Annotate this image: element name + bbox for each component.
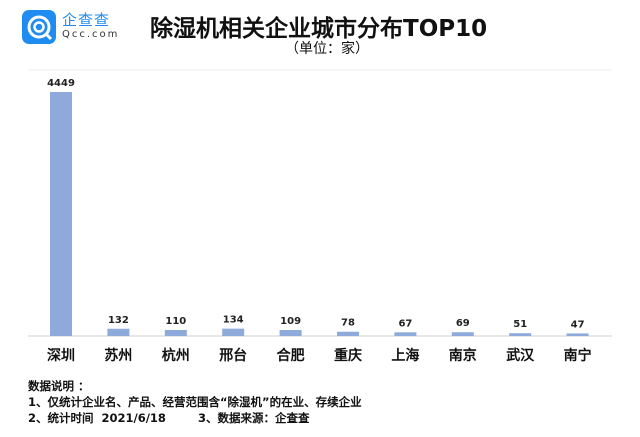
- notes-line-2: 2、统计时间 2021/6/18 3、数据来源：企查查: [28, 411, 310, 425]
- x-tick-label: 深圳: [47, 347, 75, 364]
- data-label: 109: [280, 316, 301, 327]
- bar-南宁: [566, 333, 589, 336]
- bar-南京: [451, 332, 474, 336]
- x-tick-label: 重庆: [334, 347, 362, 364]
- notes-heading: 数据说明 ：: [28, 379, 90, 393]
- x-tick-label: 上海: [391, 347, 419, 364]
- data-label: 51: [513, 319, 527, 330]
- qcc-logo-icon: [22, 10, 56, 44]
- chart-title: 除湿机相关企业城市分布TOP10: [150, 16, 488, 42]
- chart-subtitle: （单位：家）: [285, 41, 369, 57]
- x-tick-label: 邢台: [218, 347, 247, 364]
- data-label: 67: [398, 318, 412, 329]
- notes-line-1: 1、仅统计企业名、产品、经营范围含“除湿机”的在业、存续企业: [28, 395, 362, 409]
- bar-武汉: [509, 333, 532, 336]
- bar-深圳: [50, 92, 72, 336]
- data-notes: 数据说明 ： 1、仅统计企业名、产品、经营范围含“除湿机”的在业、存续企业 2、…: [28, 378, 362, 426]
- logo-name: 企查查: [62, 11, 111, 29]
- x-tick-label: 武汉: [506, 347, 535, 364]
- data-label: 132: [108, 315, 129, 326]
- data-label: 4449: [47, 78, 75, 89]
- data-label: 110: [165, 316, 186, 327]
- x-tick-label: 杭州: [162, 347, 190, 364]
- bar-杭州: [164, 329, 187, 336]
- bar-苏州: [107, 328, 130, 336]
- data-label: 69: [456, 318, 470, 329]
- data-label: 47: [571, 319, 585, 330]
- bar-重庆: [337, 331, 359, 336]
- logo-domain: Qcc.com: [62, 29, 120, 40]
- x-tick-label: 南宁: [564, 347, 592, 364]
- bar-邢台: [222, 328, 245, 336]
- x-tick-label: 合肥: [277, 347, 305, 364]
- bar-合肥: [279, 330, 302, 336]
- x-tick-label: 苏州: [104, 347, 132, 364]
- data-label: 78: [341, 318, 355, 329]
- bar-上海: [394, 332, 417, 336]
- x-tick-label: 南京: [449, 347, 477, 364]
- data-label: 134: [223, 315, 244, 326]
